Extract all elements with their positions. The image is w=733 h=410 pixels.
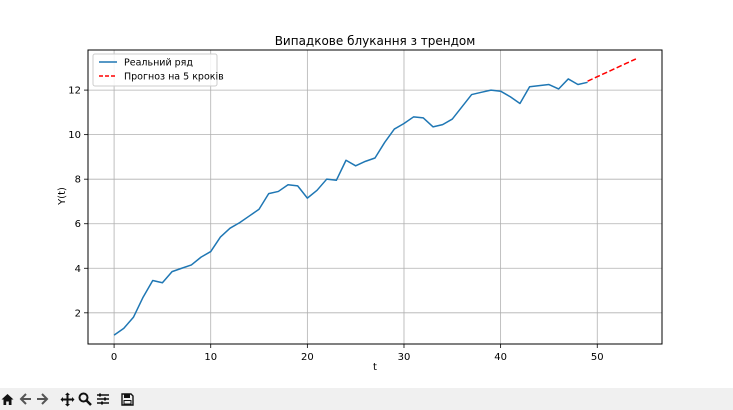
grid (88, 50, 662, 344)
home-icon[interactable] (0, 390, 14, 408)
zoom-icon[interactable] (76, 390, 94, 408)
x-tick-label: 0 (111, 352, 117, 363)
x-tick-label: 30 (398, 352, 411, 363)
y-tick-label: 10 (68, 130, 81, 141)
ticks: 0 10 20 30 40 50 2 4 6 8 10 12 (68, 86, 603, 363)
x-axis-label: t (373, 362, 377, 373)
legend-label: Реальний ряд (124, 58, 193, 69)
x-tick-label: 20 (301, 352, 314, 363)
x-tick-label: 50 (591, 352, 604, 363)
x-tick-label: 10 (204, 352, 217, 363)
configure-subplots-icon[interactable] (94, 390, 112, 408)
forward-icon[interactable] (34, 390, 52, 408)
legend-frame (92, 53, 218, 87)
chart-title: Випадкове блукання з трендом (275, 34, 476, 48)
series-line-real (113, 78, 588, 336)
plot-frame (87, 49, 663, 345)
navigation-toolbar (0, 388, 733, 410)
legend-label: Прогноз на 5 кроків (124, 72, 224, 83)
y-tick-label: 2 (75, 308, 81, 319)
save-icon[interactable] (118, 390, 136, 408)
back-icon[interactable] (16, 390, 34, 408)
plot-area (88, 50, 662, 344)
legend: Реальний ряд Прогноз на 5 кроків (92, 53, 224, 87)
chart: 0 10 20 30 40 50 2 4 6 8 10 12 Випадкове блукання з… (57, 34, 663, 373)
pan-icon[interactable] (58, 390, 76, 408)
series-line-forecast (587, 58, 637, 82)
y-tick-label: 6 (75, 219, 81, 230)
y-tick-label: 12 (68, 86, 81, 97)
y-tick-label: 8 (75, 175, 81, 186)
series-layer (113, 58, 637, 336)
y-tick-label: 4 (75, 264, 81, 275)
y-axis-label: Y(t) (57, 187, 68, 206)
x-tick-label: 40 (494, 352, 507, 363)
